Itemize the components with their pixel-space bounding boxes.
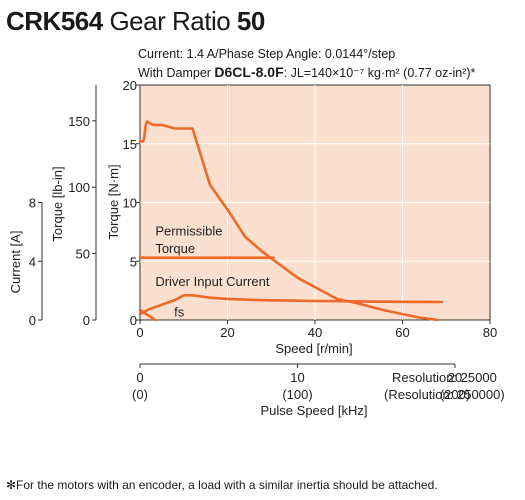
lbin-tick-label: 50 xyxy=(76,247,90,262)
pulse-tick-label-alt: (200) xyxy=(440,387,470,402)
fs-mark xyxy=(138,308,157,322)
y-tick-label: 15 xyxy=(123,137,137,152)
current-curve xyxy=(138,293,444,316)
x-axis-label: Speed [r/min] xyxy=(275,341,352,356)
y-tick-label: 5 xyxy=(130,254,137,269)
torque-curve xyxy=(138,120,439,322)
condition-line-2: With Damper D6CL-8.0F: JL=140×10⁻⁷ kg·m²… xyxy=(138,64,475,80)
lbin-tick-label: 150 xyxy=(68,114,90,129)
gear-ratio-label: Gear Ratio xyxy=(109,6,231,36)
chart-annotation: fs xyxy=(174,304,185,319)
pulse-tick-label: 0 xyxy=(136,370,143,385)
y-tick-label: 0 xyxy=(130,313,137,328)
pulse-tick-label-alt: (0) xyxy=(132,387,148,402)
condition-suffix: : JL=140×10⁻⁷ kg·m² (0.77 oz-in²)* xyxy=(283,66,476,80)
chart-annotation: Driver Input Current xyxy=(155,274,270,289)
current-tick-label: 0 xyxy=(29,313,36,328)
lbin-tick-label: 100 xyxy=(68,180,90,195)
pulse-axis-label: Pulse Speed [kHz] xyxy=(261,403,368,418)
condition-prefix: With Damper xyxy=(138,66,215,80)
x-tick-label: 20 xyxy=(220,325,234,340)
current-axis-label: Current [A] xyxy=(8,231,23,294)
model-name: CRK564 xyxy=(6,6,103,36)
lbin-axis-label: Torque [lb-in] xyxy=(50,166,65,241)
chart-annotation: Torque xyxy=(155,241,195,256)
damper-model: D6CL-8.0F xyxy=(214,64,284,80)
y-tick-label: 20 xyxy=(123,78,137,93)
pulse-tick-label-alt: (100) xyxy=(282,387,312,402)
x-tick-label: 0 xyxy=(136,325,143,340)
pulse-tick-label: 20 xyxy=(448,370,462,385)
resolution-label-alt: (Resolution: 250000) xyxy=(384,387,505,402)
current-tick-label: 8 xyxy=(29,196,36,211)
lbin-tick-label: 0 xyxy=(83,313,90,328)
resolution-label: Resolution: 25000 xyxy=(392,370,497,385)
pulse-tick-label: 10 xyxy=(290,370,304,385)
footnote: ✻For the motors with an encoder, a load … xyxy=(6,478,438,492)
y-axis-label: Torque [N·m] xyxy=(106,164,121,239)
x-tick-label: 60 xyxy=(395,325,409,340)
y-tick-label: 10 xyxy=(123,196,137,211)
current-tick-label: 4 xyxy=(29,254,36,269)
x-tick-label: 80 xyxy=(483,325,497,340)
chart-annotation: Permissible xyxy=(155,223,222,238)
condition-line-1: Current: 1.4 A/Phase Step Angle: 0.0144°… xyxy=(138,47,396,61)
chart-title: CRK564 Gear Ratio 50 xyxy=(6,6,265,37)
gear-ratio-value: 50 xyxy=(236,6,265,36)
x-tick-label: 40 xyxy=(308,325,322,340)
